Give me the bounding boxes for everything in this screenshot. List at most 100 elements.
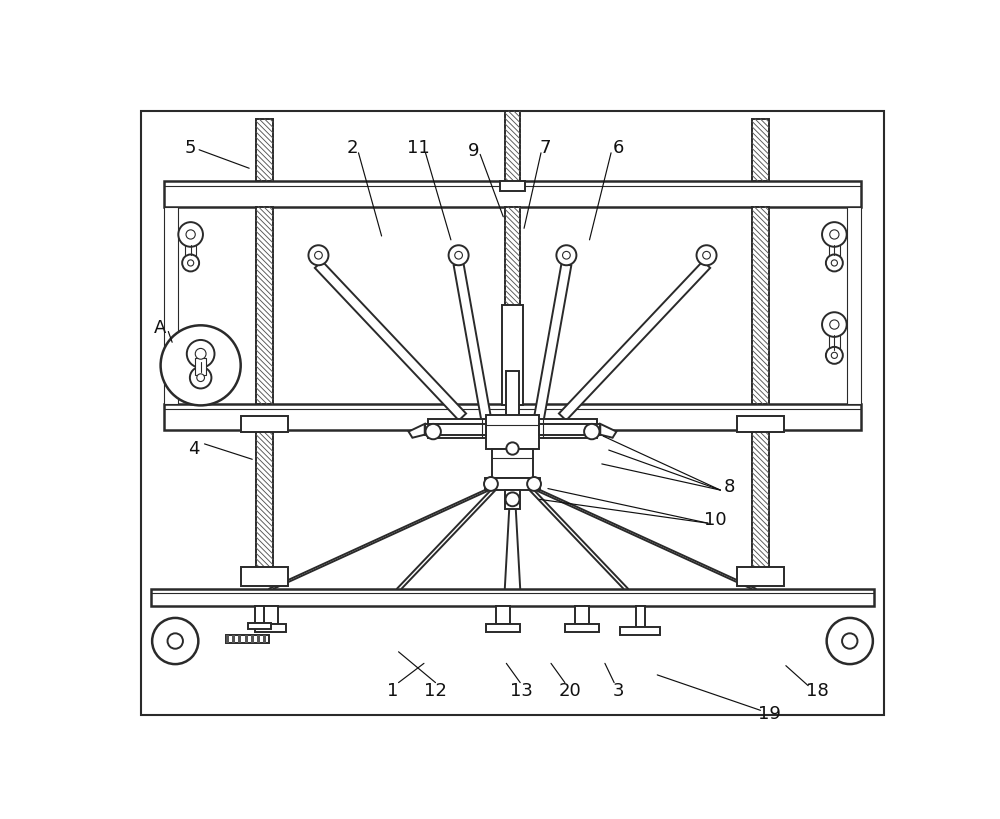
Text: 1: 1 — [387, 681, 399, 699]
Bar — [505, 491, 520, 509]
Circle shape — [187, 341, 215, 369]
Text: 8: 8 — [724, 477, 735, 495]
Bar — [164, 405, 861, 431]
Bar — [492, 449, 533, 478]
Bar — [485, 478, 540, 491]
Circle shape — [484, 477, 498, 491]
Bar — [752, 431, 769, 575]
Bar — [238, 635, 241, 643]
Circle shape — [188, 260, 194, 267]
Bar — [251, 635, 254, 643]
Bar — [737, 568, 784, 586]
Polygon shape — [532, 265, 571, 430]
Bar — [502, 306, 523, 406]
Text: 9: 9 — [468, 142, 480, 160]
Circle shape — [584, 424, 600, 440]
Bar — [565, 624, 599, 632]
Bar — [151, 589, 874, 606]
Circle shape — [831, 260, 837, 267]
Circle shape — [822, 223, 847, 247]
Bar — [256, 120, 273, 181]
Bar — [226, 635, 269, 643]
Polygon shape — [559, 262, 710, 421]
Circle shape — [161, 326, 241, 406]
Bar — [195, 358, 206, 375]
Circle shape — [455, 252, 462, 260]
Circle shape — [182, 256, 199, 272]
Circle shape — [842, 634, 857, 649]
Bar — [505, 207, 520, 371]
Text: 7: 7 — [540, 139, 551, 157]
Bar — [500, 181, 525, 192]
Bar — [539, 424, 600, 435]
Bar — [164, 181, 861, 207]
Bar — [255, 606, 264, 622]
Bar — [232, 635, 235, 643]
Text: 2: 2 — [347, 139, 358, 157]
Bar — [256, 431, 273, 575]
Polygon shape — [454, 265, 493, 430]
Bar — [425, 424, 486, 435]
Circle shape — [195, 349, 206, 360]
Bar — [164, 207, 178, 405]
Circle shape — [830, 231, 839, 240]
Circle shape — [178, 223, 203, 247]
Polygon shape — [600, 424, 616, 438]
Circle shape — [152, 618, 198, 664]
Text: 4: 4 — [188, 439, 199, 457]
Polygon shape — [409, 424, 425, 438]
Bar — [226, 635, 229, 643]
Bar — [620, 627, 660, 635]
Bar — [752, 207, 769, 405]
Circle shape — [425, 424, 441, 440]
Circle shape — [703, 252, 710, 260]
Bar — [496, 606, 510, 624]
Bar — [248, 622, 271, 629]
Bar — [263, 635, 266, 643]
Bar — [241, 568, 288, 586]
Circle shape — [527, 477, 541, 491]
Circle shape — [563, 252, 570, 260]
Bar — [486, 415, 539, 449]
Bar — [241, 417, 288, 432]
Circle shape — [506, 443, 519, 455]
Circle shape — [831, 353, 837, 359]
Bar — [255, 624, 286, 632]
Text: 20: 20 — [559, 681, 582, 699]
Circle shape — [830, 320, 839, 330]
Text: 3: 3 — [613, 681, 625, 699]
Bar — [847, 207, 861, 405]
Bar — [256, 207, 273, 405]
Circle shape — [822, 313, 847, 337]
Bar — [185, 243, 196, 260]
Circle shape — [506, 493, 519, 507]
Bar — [506, 371, 519, 421]
Bar — [737, 417, 784, 432]
Circle shape — [556, 246, 576, 266]
Text: 19: 19 — [758, 704, 781, 722]
Circle shape — [449, 246, 469, 266]
Circle shape — [315, 252, 322, 260]
Bar — [264, 606, 278, 624]
Bar — [486, 624, 520, 632]
Text: A: A — [154, 319, 166, 337]
Circle shape — [308, 246, 328, 266]
Bar — [829, 243, 840, 260]
Circle shape — [697, 246, 717, 266]
Bar — [829, 333, 840, 353]
Bar — [752, 120, 769, 181]
Bar — [257, 635, 260, 643]
Bar — [245, 635, 248, 643]
Circle shape — [197, 374, 205, 382]
Circle shape — [186, 231, 195, 240]
Bar — [636, 606, 645, 627]
Text: 12: 12 — [424, 681, 447, 699]
Bar — [575, 606, 589, 624]
Text: 6: 6 — [613, 139, 624, 157]
Circle shape — [190, 368, 211, 389]
Bar — [428, 420, 597, 438]
Bar — [505, 112, 520, 189]
Text: 13: 13 — [510, 681, 533, 699]
Circle shape — [168, 634, 183, 649]
Text: 18: 18 — [806, 681, 829, 699]
